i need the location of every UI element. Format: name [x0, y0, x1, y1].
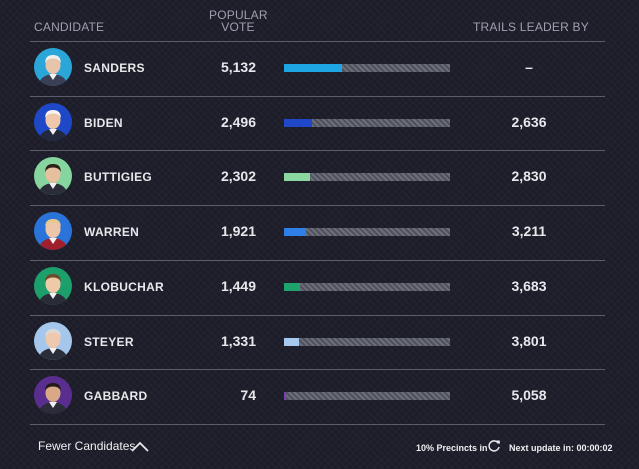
candidate-row: GABBARD 74 5,058 — [30, 369, 605, 423]
vote-share-fill — [284, 64, 342, 72]
next-update-timer: Next update in: 00:00:02 — [509, 443, 613, 453]
candidate-avatar — [34, 102, 72, 141]
popular-vote-column-header: POPULAR VOTE — [209, 8, 268, 34]
table-header: CANDIDATE POPULAR VOTE TRAILS LEADER BY — [0, 0, 639, 41]
candidate-name: GABBARD — [84, 389, 148, 404]
refresh-icon[interactable] — [487, 439, 501, 453]
popular-vote-header-line1: POPULAR — [209, 8, 268, 22]
vote-share-bar — [284, 392, 450, 401]
row-divider — [30, 41, 605, 42]
vote-share-fill — [284, 392, 286, 401]
trails-leader-value: 2,636 — [511, 113, 547, 130]
vote-share-fill — [284, 118, 312, 127]
vote-share-bar — [284, 282, 450, 291]
popular-vote-count: 5,132 — [220, 59, 256, 75]
candidate-row: WARREN 1,921 3,211 — [30, 205, 605, 259]
candidate-name: STEYER — [84, 334, 134, 349]
popular-vote-count: 2,302 — [220, 168, 256, 185]
row-divider — [30, 369, 605, 370]
trails-leader-value: – — [525, 59, 533, 75]
row-divider — [30, 315, 605, 316]
vote-share-bar — [284, 228, 450, 237]
trails-leader-value: 3,683 — [511, 277, 547, 294]
row-divider — [30, 424, 605, 425]
vote-share-bar — [284, 173, 450, 182]
trails-leader-value: 3,801 — [511, 332, 547, 349]
chevron-up-icon[interactable] — [131, 441, 149, 452]
popular-vote-count: 2,496 — [220, 113, 256, 130]
trails-leader-column-header: TRAILS LEADER BY — [473, 20, 589, 34]
candidate-avatar — [34, 321, 72, 360]
candidate-name: KLOBUCHAR — [84, 279, 165, 294]
row-divider — [30, 150, 605, 151]
candidate-row: BUTTIGIEG 2,302 2,830 — [30, 150, 605, 204]
popular-vote-count: 1,921 — [220, 223, 256, 240]
trails-leader-value: 2,830 — [511, 168, 547, 185]
candidate-row: STEYER 1,331 3,801 — [30, 315, 605, 369]
candidate-avatar — [34, 376, 72, 415]
vote-share-fill — [284, 282, 300, 291]
candidate-avatar — [34, 266, 72, 305]
trails-leader-value: 5,058 — [511, 387, 547, 404]
candidate-row: SANDERS 5,132 – — [30, 41, 605, 95]
vote-share-bar — [284, 64, 450, 72]
candidate-name: WARREN — [84, 225, 140, 240]
precincts-reporting: 10% Precincts in — [416, 443, 488, 453]
candidate-row: BIDEN 2,496 2,636 — [30, 96, 605, 150]
trails-leader-value: 3,211 — [511, 223, 547, 240]
row-divider — [30, 260, 605, 261]
row-divider — [30, 205, 605, 206]
popular-vote-count: 74 — [240, 387, 256, 404]
candidate-avatar — [34, 157, 72, 196]
row-divider — [30, 96, 605, 97]
candidate-name: SANDERS — [84, 61, 145, 75]
vote-share-fill — [284, 173, 310, 182]
popular-vote-header-line2: VOTE — [221, 20, 255, 34]
candidate-column-header: CANDIDATE — [34, 20, 105, 34]
candidate-row: KLOBUCHAR 1,449 3,683 — [30, 260, 605, 314]
vote-share-bar — [284, 337, 450, 346]
popular-vote-count: 1,331 — [220, 332, 256, 349]
vote-share-fill — [284, 228, 306, 237]
fewer-candidates-button[interactable]: Fewer Candidates — [38, 439, 136, 453]
vote-share-fill — [284, 337, 299, 346]
candidate-avatar — [34, 48, 72, 86]
candidate-name: BUTTIGIEG — [84, 170, 153, 185]
candidate-name: BIDEN — [84, 115, 123, 130]
vote-share-bar — [284, 118, 450, 127]
popular-vote-count: 1,449 — [220, 277, 256, 294]
candidate-avatar — [34, 212, 72, 251]
